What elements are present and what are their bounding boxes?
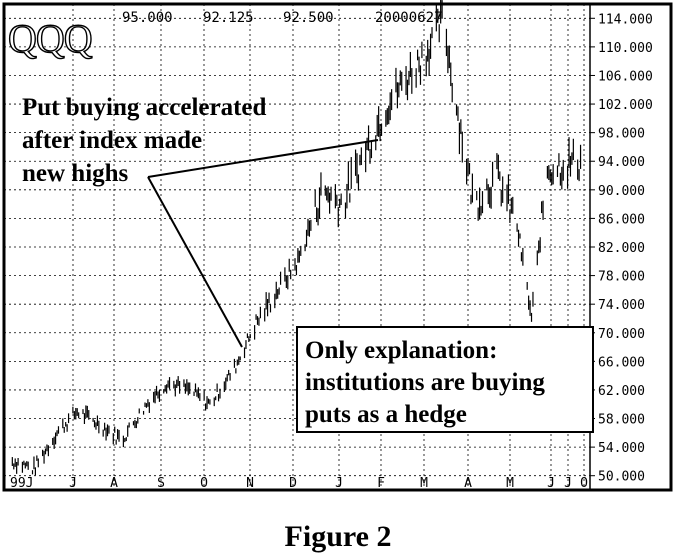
y-tick-label: 86.000 [598,212,645,227]
pointer-line-nov [147,176,243,348]
explanation-line-3: puts as a hedge [305,401,467,428]
annotation-line-3: new highs [22,160,129,187]
y-tick-label: 58.000 [598,413,645,428]
explanation-line-1: Only explanation: [305,337,497,364]
annotation-line-1: Put buying accelerated [22,94,267,121]
header-value: 20000627 [375,10,442,26]
x-axis-ticks: 99J J A S O N D J F M A M J J O [10,476,588,491]
x-tick-label: M [420,476,428,491]
pointer-line-feb [147,139,379,178]
header-value: 95.000 [122,10,173,26]
y-tick-label: 94.000 [598,155,645,170]
header-value: 92.500 [283,10,334,26]
x-tick-label: O [580,476,588,491]
explanation-annotation: Only explanation: institutions are buyin… [296,326,594,433]
y-tick-label: 90.000 [598,184,645,199]
y-tick-label: 50.000 [598,470,645,485]
annotation-line-2: after index made [22,127,202,154]
x-tick-label: S [157,476,165,491]
x-tick-label: M [506,476,514,491]
header-value: 92.125 [203,10,254,26]
y-tick-label: 78.000 [598,270,645,285]
x-tick-label: A [464,476,472,491]
y-tick-label: 54.000 [598,441,645,456]
explanation-line-2: institutions are buying [305,369,545,396]
x-tick-label: J [547,476,555,491]
x-tick-label: O [200,476,208,491]
symbol-label: QQQ [8,16,93,61]
y-tick-label: 106.000 [598,69,653,84]
x-tick-label: J [335,476,343,491]
x-tick-label: J [69,476,77,491]
y-tick-label: 66.000 [598,355,645,370]
y-tick-label: 114.000 [598,12,653,27]
x-tick-label: N [246,476,254,491]
x-tick-label: 99J [10,476,33,491]
y-tick-label: 102.000 [598,98,653,113]
y-tick-label: 98.000 [598,127,645,142]
x-tick-label: D [289,476,297,491]
y-axis-ticks: 114.000 110.000 106.000 102.000 98.000 94.000… [590,12,653,485]
header-values: 95.000 92.125 92.500 20000627 [122,10,442,26]
y-tick-label: 62.000 [598,384,645,399]
x-tick-label: F [377,476,385,491]
put-buying-annotation: Put buying accelerated after index made … [22,94,379,348]
y-tick-label: 74.000 [598,298,645,313]
y-tick-label: 82.000 [598,241,645,256]
x-tick-label: A [110,476,118,491]
y-tick-label: 110.000 [598,41,653,56]
price-series [11,0,582,476]
y-tick-label: 70.000 [598,327,645,342]
explanation-box [296,326,594,433]
x-tick-label: J [564,476,572,491]
figure-caption: Figure 2 [285,520,392,553]
